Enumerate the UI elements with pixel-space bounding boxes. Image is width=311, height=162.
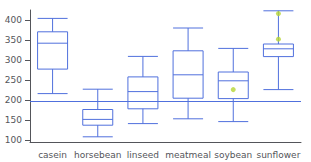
svg-text:sunflower: sunflower [256,150,300,160]
svg-text:350: 350 [5,35,22,45]
svg-text:soybean: soybean [214,150,252,160]
svg-text:linseed: linseed [127,150,159,160]
svg-text:200: 200 [5,95,22,105]
svg-text:250: 250 [5,75,22,85]
svg-text:casein: casein [38,150,67,160]
svg-text:150: 150 [5,115,22,125]
svg-text:horsebean: horsebean [74,150,122,160]
svg-text:meatmeal: meatmeal [165,150,211,160]
svg-text:400: 400 [5,15,22,25]
svg-text:300: 300 [5,55,22,65]
svg-text:100: 100 [5,135,22,145]
